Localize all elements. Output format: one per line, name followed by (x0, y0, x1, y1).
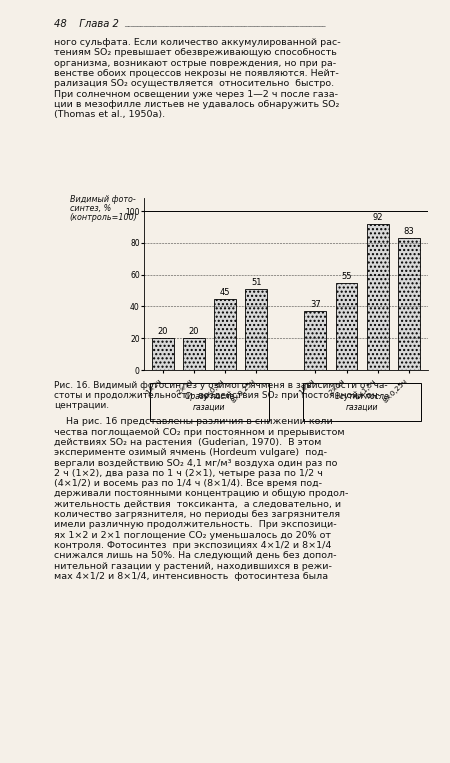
Text: Рис. 16. Видимый фотосинтез у озимого ячменя в зависимости от ча-: Рис. 16. Видимый фотосинтез у озимого яч… (54, 382, 387, 391)
Text: ях 1×2 и 2×1 поглощение CO₂ уменьшалось до 20% от: ях 1×2 и 2×1 поглощение CO₂ уменьшалось … (54, 531, 331, 539)
Text: 51: 51 (251, 278, 261, 287)
Text: 45: 45 (220, 288, 230, 297)
Text: мах 4×1/2 и 8×1/4, интенсивность  фотосинтеза была: мах 4×1/2 и 8×1/4, интенсивность фотосин… (54, 572, 328, 581)
Bar (245, 289, 267, 370)
Text: организма, возникают острые повреждения, но при ра-: организма, возникают острые повреждения,… (54, 59, 336, 68)
Text: стоты и продолжительности  воздействия SO₂ при постоянной кон-: стоты и продолжительности воздействия SO… (54, 391, 381, 401)
Text: контроля. Фотосинтез  при экспозициях 4×1/2 и 8×1/4: контроля. Фотосинтез при экспозициях 4×1… (54, 541, 331, 550)
Text: имели различную продолжительность.  При экспозици-: имели различную продолжительность. При э… (54, 520, 337, 530)
Text: При солнечном освещении уже через 1—2 ч после газа-: При солнечном освещении уже через 1—2 ч … (54, 90, 338, 98)
Text: количество загрязнителя, но периоды без загрязнителя: количество загрязнителя, но периоды без … (54, 510, 340, 519)
Text: 55: 55 (341, 272, 352, 281)
Text: снижался лишь на 50%. На следующий день без допол-: снижался лишь на 50%. На следующий день … (54, 551, 337, 560)
Text: действиях SO₂ на растения  (Guderian, 1970).  В этом: действиях SO₂ на растения (Guderian, 197… (54, 438, 321, 447)
Bar (150, 383, 269, 421)
Text: чества поглощаемой CO₂ при постоянном и прерывистом: чества поглощаемой CO₂ при постоянном и … (54, 427, 345, 436)
Text: Сразу после
газации: Сразу после газации (185, 392, 234, 411)
Text: держивали постоянными концентрацию и общую продол-: держивали постоянными концентрацию и общ… (54, 490, 348, 498)
Text: синтез, %: синтез, % (70, 204, 111, 213)
Text: ции в мезофилле листьев не удавалось обнаружить SO₂: ции в мезофилле листьев не удавалось обн… (54, 100, 339, 109)
Text: На рис. 16 представлены различия в снижении коли-: На рис. 16 представлены различия в сниже… (54, 417, 336, 427)
Bar (303, 383, 421, 421)
Text: эксперименте озимый ячмень (Hordeum vulgare)  под-: эксперименте озимый ячмень (Hordeum vulg… (54, 448, 327, 457)
Text: 92: 92 (373, 213, 383, 222)
Text: 48    Глава 2: 48 Глава 2 (54, 19, 119, 29)
Text: вергали воздействию SO₂ 4,1 мг/м³ воздуха один раз по: вергали воздействию SO₂ 4,1 мг/м³ воздух… (54, 459, 338, 468)
Text: 83: 83 (404, 227, 414, 237)
Text: ──────────────────────────────────────────────────────────────: ────────────────────────────────────────… (124, 25, 326, 31)
Text: 1сутки после
газации: 1сутки после газации (335, 392, 389, 411)
Text: венстве обоих процессов некрозы не появляются. Нейт-: венстве обоих процессов некрозы не появл… (54, 69, 339, 78)
Text: рализация SO₂ осуществляется  относительно  быстро.: рализация SO₂ осуществляется относительн… (54, 79, 334, 89)
Text: (4×1/2) и восемь раз по 1/4 ч (8×1/4). Все время под-: (4×1/2) и восемь раз по 1/4 ч (8×1/4). В… (54, 479, 322, 488)
Text: (контроль=100): (контроль=100) (70, 213, 138, 222)
Text: 20: 20 (189, 327, 199, 336)
Text: нительной газации у растений, находившихся в режи-: нительной газации у растений, находивших… (54, 562, 332, 571)
Text: центрации.: центрации. (54, 401, 109, 410)
Text: Видимый фото-: Видимый фото- (70, 195, 135, 204)
Text: тениям SO₂ превышает обезвреживающую способность: тениям SO₂ превышает обезвреживающую спо… (54, 49, 337, 57)
Text: 20: 20 (158, 327, 168, 336)
Text: 37: 37 (310, 301, 321, 309)
Bar (214, 298, 236, 370)
Bar (152, 338, 174, 370)
Text: жительность действия  токсиканта,  а следовательно, и: жительность действия токсиканта, а следо… (54, 500, 341, 509)
Text: 2 ч (1×2), два раза по 1 ч (2×1), четыре раза по 1/2 ч: 2 ч (1×2), два раза по 1 ч (2×1), четыре… (54, 468, 323, 478)
Bar (336, 282, 357, 370)
Bar (183, 338, 205, 370)
Text: ного сульфата. Если количество аккумулированной рас-: ного сульфата. Если количество аккумулир… (54, 38, 341, 47)
Bar (367, 224, 388, 370)
Bar (305, 311, 326, 370)
Text: (Thomas et al., 1950a).: (Thomas et al., 1950a). (54, 111, 165, 119)
Bar (398, 238, 420, 370)
